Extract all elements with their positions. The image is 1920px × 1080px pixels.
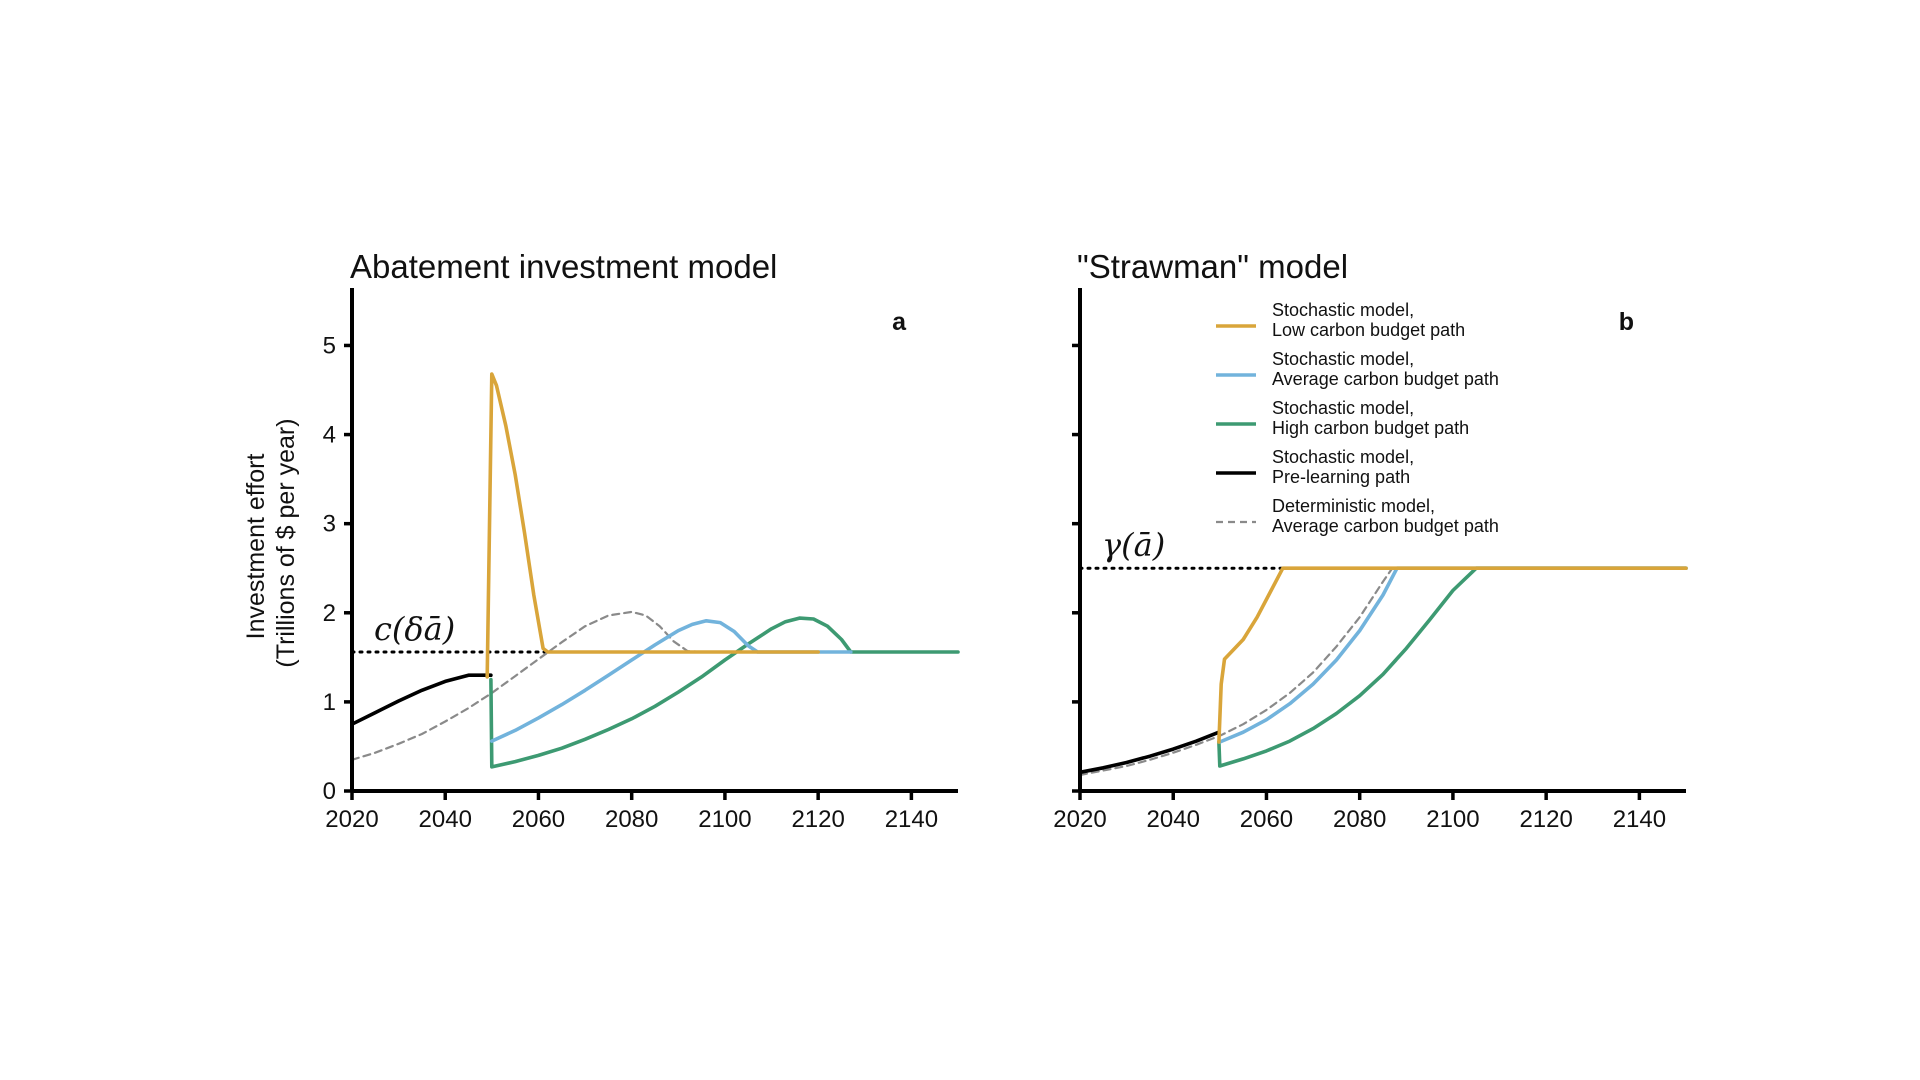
panel-b-xtick-label-2120: 2120 bbox=[1519, 806, 1572, 833]
panel-b-xtick-label-2040: 2040 bbox=[1147, 806, 1200, 833]
legend-label-4-line2: Average carbon budget path bbox=[1272, 516, 1499, 536]
legend-label-0-line2: Low carbon budget path bbox=[1272, 320, 1465, 340]
legend: Stochastic model,Low carbon budget pathS… bbox=[1216, 300, 1499, 536]
panel-a-ytick-label-2: 2 bbox=[323, 600, 336, 627]
legend-item-2: Stochastic model,High carbon budget path bbox=[1216, 398, 1469, 438]
panel-b-series-average bbox=[1218, 566, 1688, 744]
panel-a-xtick-label-2100: 2100 bbox=[698, 806, 751, 833]
panel-b-series-high bbox=[1217, 566, 1688, 768]
panel-b-xtick-label-2060: 2060 bbox=[1240, 806, 1293, 833]
panel-a-xtick-label-2140: 2140 bbox=[885, 806, 938, 833]
panel-b-series bbox=[1078, 566, 1688, 777]
legend-item-3: Stochastic model,Pre-learning path bbox=[1216, 447, 1414, 487]
panel-a-ytick-label-1: 1 bbox=[323, 689, 336, 716]
panel-a-series-low bbox=[485, 372, 820, 679]
panel-a-xtick-label-2040: 2040 bbox=[419, 806, 472, 833]
legend-label-3-line2: Pre-learning path bbox=[1272, 467, 1410, 487]
legend-label-4-line1: Deterministic model, bbox=[1272, 496, 1435, 516]
panel-a-ytick-label-3: 3 bbox=[323, 511, 336, 538]
y-axis-label-line1: Investment effort bbox=[242, 454, 270, 640]
panel-a-xtick-label-2020: 2020 bbox=[325, 806, 378, 833]
legend-label-1-line1: Stochastic model, bbox=[1272, 349, 1414, 369]
panel-a-ytick-label-0: 0 bbox=[323, 778, 336, 805]
legend-label-2-line2: High carbon budget path bbox=[1272, 418, 1469, 438]
panel-a-ytick-label-5: 5 bbox=[323, 332, 336, 359]
panel-a-xtick-label-2060: 2060 bbox=[512, 806, 565, 833]
panel-b-series-low bbox=[1217, 566, 1688, 744]
panel-b-xtick-label-2140: 2140 bbox=[1613, 806, 1666, 833]
panel-a-series-pre-learning bbox=[350, 673, 493, 726]
panel-b-series-pre-learning bbox=[1078, 730, 1221, 775]
legend-item-0: Stochastic model,Low carbon budget path bbox=[1216, 300, 1465, 340]
panel-a-axes: 0 1 2 3 4 5 2020 2040 2060 2080 2100 2120 2140 bbox=[323, 288, 958, 833]
panel-a-xtick-label-2080: 2080 bbox=[605, 806, 658, 833]
legend-label-1-line2: Average carbon budget path bbox=[1272, 369, 1499, 389]
panel-b: "Strawman" model b γ(ā) 2020 2040 2060 2080… bbox=[1053, 248, 1688, 833]
panel-b-xtick-label-2020: 2020 bbox=[1053, 806, 1106, 833]
panel-b-xtick-label-2080: 2080 bbox=[1333, 806, 1386, 833]
legend-label-0-line1: Stochastic model, bbox=[1272, 300, 1414, 320]
panel-a-xtick-label-2120: 2120 bbox=[791, 806, 844, 833]
panel-a-series-average bbox=[490, 619, 853, 743]
legend-item-1: Stochastic model,Average carbon budget p… bbox=[1216, 349, 1499, 389]
legend-label-2-line1: Stochastic model, bbox=[1272, 398, 1414, 418]
y-axis-label-line2: (Trillions of $ per year) bbox=[272, 418, 300, 667]
panel-b-series-deterministic bbox=[1078, 567, 1688, 777]
panel-b-letter: b bbox=[1619, 308, 1634, 336]
panel-a-series-high bbox=[489, 616, 960, 769]
panel-b-xtick-label-2100: 2100 bbox=[1426, 806, 1479, 833]
legend-label-3-line1: Stochastic model, bbox=[1272, 447, 1414, 467]
panel-a-title: Abatement investment model bbox=[350, 248, 777, 285]
y-axis-label: Investment effort (Trillions of $ per ye… bbox=[242, 418, 300, 667]
panel-a-series bbox=[350, 372, 960, 769]
panel-b-title: "Strawman" model bbox=[1077, 248, 1348, 285]
panel-a: Abatement investment model a c(δā) 0 1 2 3 4… bbox=[323, 248, 960, 833]
panel-b-axes: 2020 2040 2060 2080 2100 2120 2140 bbox=[1053, 288, 1686, 833]
panel-a-letter: a bbox=[892, 308, 907, 336]
panel-b-reference-label: γ(ā) bbox=[1102, 526, 1165, 564]
panel-a-reference-label: c(δā) bbox=[374, 610, 455, 648]
panel-a-ytick-label-4: 4 bbox=[323, 422, 336, 449]
legend-item-4: Deterministic model,Average carbon budge… bbox=[1216, 496, 1499, 536]
